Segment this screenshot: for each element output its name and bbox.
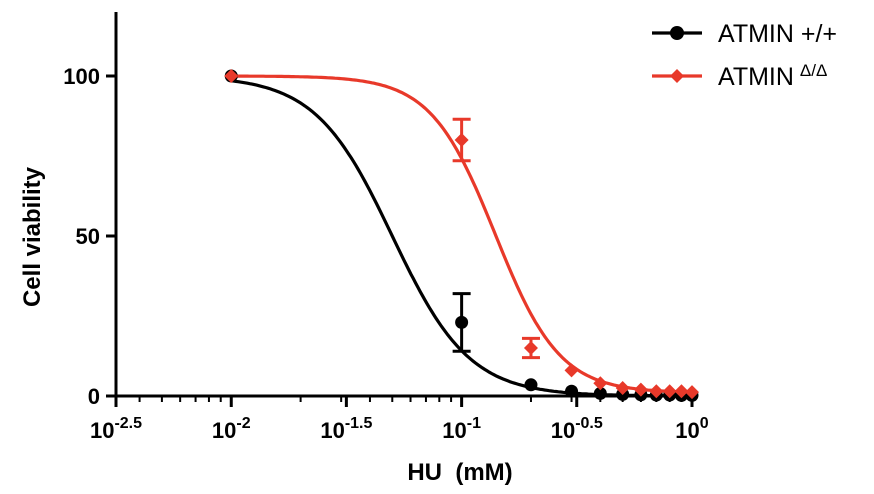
y-tick-label: 100: [63, 64, 100, 89]
x-tick-label: 10-1: [442, 415, 481, 443]
data-point: [633, 382, 648, 397]
legend: ATMIN +/+ ATMIN Δ/Δ: [652, 20, 837, 91]
data-point: [564, 363, 579, 378]
x-tick-label: 10-2: [212, 415, 251, 443]
y-tick-label: 50: [76, 224, 100, 249]
tick-labels: 0 50 100 10-2.5 10-2 10-1.5 10-1 10-0.5 100: [63, 64, 709, 443]
data-point: [615, 381, 630, 395]
legend-item: ATMIN Δ/Δ: [652, 61, 827, 91]
legend-label: ATMIN +/+: [718, 20, 837, 48]
data-point: [454, 133, 469, 147]
axes-layer: [106, 12, 694, 407]
data-point: [662, 384, 677, 399]
x-axis-title: HU (mM): [407, 459, 512, 486]
data-point: [565, 384, 579, 398]
data-point: [455, 315, 469, 329]
y-tick-label: 0: [88, 384, 100, 409]
y-axis-title: Cell viability: [19, 166, 46, 307]
x-tick-label: 10-0.5: [551, 415, 603, 443]
legend-label: ATMIN Δ/Δ: [718, 61, 827, 91]
data-point: [523, 341, 538, 355]
data-points: [224, 69, 699, 402]
legend-item: ATMIN +/+: [652, 20, 837, 48]
data-point: [524, 378, 538, 392]
legend-marker: [670, 26, 684, 40]
data-point: [674, 384, 689, 399]
x-tick-label: 10-1.5: [320, 415, 372, 443]
data-point: [685, 385, 699, 400]
data-point: [593, 376, 608, 391]
data-point: [224, 69, 239, 83]
legend-marker: [670, 69, 684, 83]
x-tick-label: 10-2.5: [90, 415, 142, 443]
data-point: [593, 386, 607, 400]
x-tick-label: 100: [675, 415, 708, 443]
data-point: [649, 384, 664, 399]
